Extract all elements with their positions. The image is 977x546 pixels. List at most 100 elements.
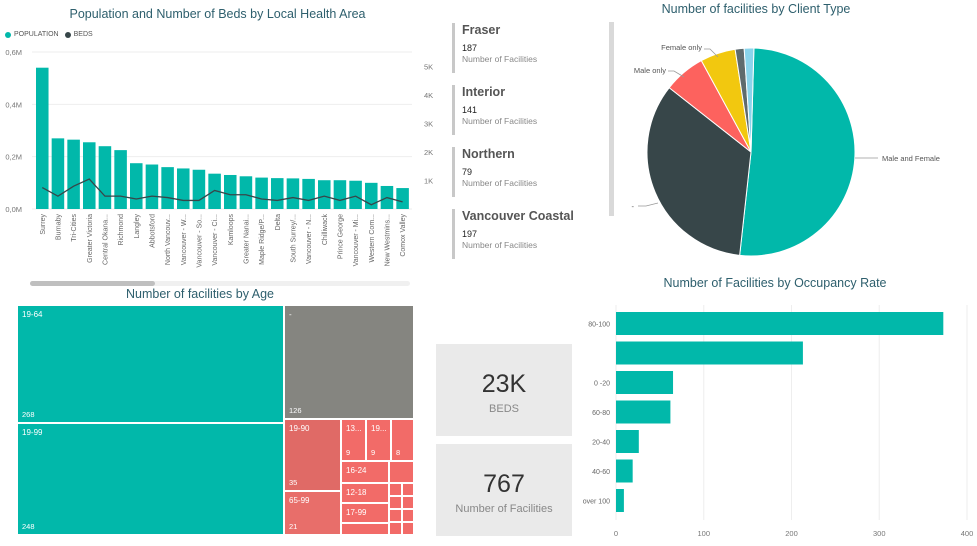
treemap-cell-label: 19-90 bbox=[289, 424, 310, 433]
y-tick-label: over 100 bbox=[583, 499, 610, 506]
leader-line bbox=[638, 202, 659, 207]
region-name: Vancouver Coastal bbox=[462, 209, 574, 223]
occupancy-bar bbox=[616, 400, 671, 424]
population-beds-chart[interactable]: 0,0M 0,2M 0,4M 0,6M 1K 2K 3K 4K 5K Surrey Burnaby T… bbox=[0, 40, 440, 290]
population-bar bbox=[239, 176, 253, 209]
treemap-cell-small-g[interactable] bbox=[389, 509, 402, 522]
treemap-cell-19-64[interactable]: 19-64 268 bbox=[17, 305, 284, 423]
treemap-cell-13[interactable]: 13... 9 bbox=[341, 419, 366, 461]
treemap-cell-label: 19-99 bbox=[22, 428, 43, 437]
population-bar bbox=[271, 178, 284, 209]
y-tick-label: 80-100 bbox=[588, 322, 610, 329]
treemap-cell-small-b[interactable] bbox=[341, 523, 389, 535]
kpi-value: 767 bbox=[483, 470, 525, 498]
treemap-cell-small-c[interactable] bbox=[389, 483, 402, 496]
x-tick-label: Langley bbox=[134, 214, 141, 239]
treemap-cell-small-j[interactable] bbox=[402, 522, 414, 535]
treemap-cell-label: 19-64 bbox=[22, 310, 43, 319]
x-tick-label: Vancouver - Mi... bbox=[353, 214, 360, 266]
treemap-cell-small-a[interactable] bbox=[389, 461, 414, 483]
x-tick-label: Western Com... bbox=[369, 214, 376, 263]
population-bar bbox=[318, 180, 331, 209]
treemap-cell-small-d[interactable] bbox=[402, 483, 414, 496]
x-tick-label: Burnaby bbox=[55, 214, 62, 241]
x-tick-label: 400 bbox=[961, 529, 974, 538]
slice-label-male-female: Male and Female bbox=[882, 154, 940, 163]
scrollbar-thumb[interactable] bbox=[30, 281, 155, 286]
population-bar bbox=[67, 139, 80, 209]
age-treemap-title: Number of facilities by Age bbox=[126, 287, 274, 301]
treemap-cell-count: 9 bbox=[371, 448, 376, 457]
population-bar bbox=[333, 180, 347, 209]
x-tick-label: Vancouver - Ci... bbox=[212, 214, 219, 266]
treemap-cell-count: 126 bbox=[289, 406, 302, 415]
population-beds-chart-title: Population and Number of Beds by Local H… bbox=[69, 7, 366, 21]
treemap-cell-label: 17-99 bbox=[346, 508, 367, 517]
treemap-cell-small-f[interactable] bbox=[402, 496, 414, 509]
cards-scrollbar[interactable] bbox=[609, 22, 614, 216]
slice-label-female-only: Female only bbox=[661, 43, 702, 52]
legend-beds-dot bbox=[64, 31, 71, 38]
y2-tick-label: 4K bbox=[424, 91, 433, 100]
treemap-cell-19-90[interactable]: 19-90 35 bbox=[284, 419, 341, 491]
treemap-cell-17-99[interactable]: 17-99 bbox=[341, 503, 389, 523]
y-tick-label: 40-60 bbox=[592, 469, 610, 476]
region-name: Fraser bbox=[462, 23, 501, 37]
region-card-vancouver-coastal[interactable]: Vancouver Coastal 197 Number of Faciliti… bbox=[452, 209, 610, 259]
occupancy-bar bbox=[616, 489, 624, 512]
x-tick-label: Vancouver - So... bbox=[196, 214, 203, 268]
region-card-fraser[interactable]: Fraser 187 Number of Facilities bbox=[452, 23, 610, 73]
region-label: Number of Facilities bbox=[462, 240, 538, 250]
x-tick-label: Abbotsford bbox=[149, 214, 156, 248]
x-tick-label: Greater Victoria bbox=[87, 214, 94, 263]
facilities-kpi-card[interactable]: 767 Number of Facilities bbox=[436, 444, 572, 536]
kpi-label: Number of Facilities bbox=[455, 503, 553, 515]
population-bar bbox=[130, 163, 143, 209]
population-bar bbox=[161, 167, 174, 209]
age-treemap[interactable]: 19-64 268 - 126 19-99 248 19-90 35 65-99… bbox=[17, 305, 414, 535]
y-tick-label: 20-40 bbox=[592, 440, 610, 447]
occupancy-chart-title: Number of Facilities by Occupancy Rate bbox=[663, 276, 887, 290]
treemap-cell-label: 65-99 bbox=[289, 496, 310, 505]
treemap-cell-small-i[interactable] bbox=[389, 522, 402, 535]
region-card-interior[interactable]: Interior 141 Number of Facilities bbox=[452, 85, 610, 135]
treemap-cell-19-99[interactable]: 19-99 248 bbox=[17, 423, 284, 535]
beds-kpi-card[interactable]: 23K BEDS bbox=[436, 344, 572, 436]
x-tick-label: Kamloops bbox=[228, 214, 235, 246]
region-value: 79 bbox=[462, 167, 473, 177]
client-type-pie-chart[interactable]: Male and Female - Male only Female only bbox=[610, 25, 977, 270]
treemap-cell-label: 12-18 bbox=[346, 488, 367, 497]
horizontal-scrollbar[interactable] bbox=[30, 281, 410, 286]
region-label: Number of Facilities bbox=[462, 54, 538, 64]
treemap-cell-16-24[interactable]: 16-24 bbox=[341, 461, 389, 483]
treemap-cell-12-18[interactable]: 12-18 bbox=[341, 483, 389, 503]
treemap-cell-small-h[interactable] bbox=[402, 509, 414, 522]
pie-slice bbox=[743, 47, 755, 153]
slice-label-male-only: Male only bbox=[634, 66, 666, 75]
treemap-cell-label: 16-24 bbox=[346, 466, 367, 475]
population-bar bbox=[192, 169, 206, 209]
legend-population-label[interactable]: POPULATION bbox=[14, 31, 59, 38]
region-card-northern[interactable]: Northern 79 Number of Facilities bbox=[452, 147, 610, 197]
population-bar bbox=[177, 168, 190, 209]
treemap-cell-count: 248 bbox=[22, 522, 35, 531]
treemap-cell-8[interactable]: 8 bbox=[391, 419, 414, 461]
treemap-cell-19[interactable]: 19... 9 bbox=[366, 419, 391, 461]
legend-population-dot bbox=[5, 31, 11, 38]
y-tick-label: 0,0M bbox=[5, 205, 22, 214]
x-tick-label: 300 bbox=[873, 529, 886, 538]
y-tick-label: 0,2M bbox=[5, 153, 22, 162]
population-bar bbox=[36, 67, 49, 209]
occupancy-bar-chart[interactable]: 0 100 200 300 400 80-100 0 -20 60-80 20-40 40-60 o… bbox=[570, 300, 977, 544]
treemap-cell-count: 35 bbox=[289, 478, 298, 487]
occupancy-bar bbox=[616, 341, 803, 365]
population-bar bbox=[224, 174, 237, 209]
y-tick-label: 0,6M bbox=[5, 48, 22, 57]
legend-beds-label[interactable]: BEDS bbox=[73, 31, 93, 38]
population-bar bbox=[302, 178, 315, 209]
region-name: Northern bbox=[462, 147, 515, 161]
treemap-cell-label: - bbox=[289, 310, 292, 319]
treemap-cell-dash[interactable]: - 126 bbox=[284, 305, 414, 419]
treemap-cell-small-e[interactable] bbox=[389, 496, 402, 509]
treemap-cell-65-99[interactable]: 65-99 21 bbox=[284, 491, 341, 535]
